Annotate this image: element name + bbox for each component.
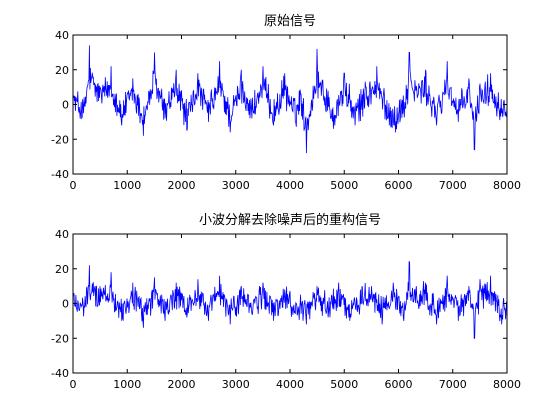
series-line	[72, 45, 508, 154]
x-tick-label: 3000	[222, 378, 250, 391]
x-tick-label: 6000	[385, 179, 413, 192]
y-tick-label: 0	[62, 298, 69, 311]
y-tick-label: 20	[55, 64, 69, 77]
x-tick-label: 0	[70, 179, 77, 192]
x-tick-label: 6000	[385, 378, 413, 391]
y-tick-label: -20	[51, 332, 69, 345]
x-tick-label: 7000	[439, 179, 467, 192]
x-tick-label: 7000	[439, 378, 467, 391]
y-tick-label: 40	[55, 29, 69, 42]
y-tick-label: -40	[51, 168, 69, 181]
x-tick-label: 8000	[493, 378, 521, 391]
y-tick-label: 40	[55, 228, 69, 241]
chart-title: 原始信号	[264, 14, 316, 29]
x-tick-label: 1000	[113, 179, 141, 192]
chart-title: 小波分解去除噪声后的重构信号	[199, 212, 381, 228]
chart-panel-2: 小波分解去除噪声后的重构信号 0 1000 2000 3000 4000 5000 6000 7…	[51, 212, 521, 391]
series-line	[72, 261, 508, 339]
x-tick-label: 3000	[222, 179, 250, 192]
y-tick-label: -20	[51, 133, 69, 146]
x-tick-label: 5000	[330, 378, 358, 391]
y-tick-label: 20	[55, 263, 69, 276]
y-tick-label: -40	[51, 367, 69, 380]
y-tick-label: 0	[62, 99, 69, 112]
x-tick-label: 2000	[168, 179, 196, 192]
chart-panel-1: 原始信号 0 1000 2000 3000 4000 5000 6000 7000 8000 40 2…	[51, 14, 521, 192]
x-tick-label: 4000	[276, 179, 304, 192]
x-tick-label: 1000	[113, 378, 141, 391]
x-tick-label: 5000	[330, 179, 358, 192]
x-tick-label: 0	[70, 378, 77, 391]
x-tick-label: 8000	[493, 179, 521, 192]
x-tick-label: 4000	[276, 378, 304, 391]
x-tick-label: 2000	[168, 378, 196, 391]
